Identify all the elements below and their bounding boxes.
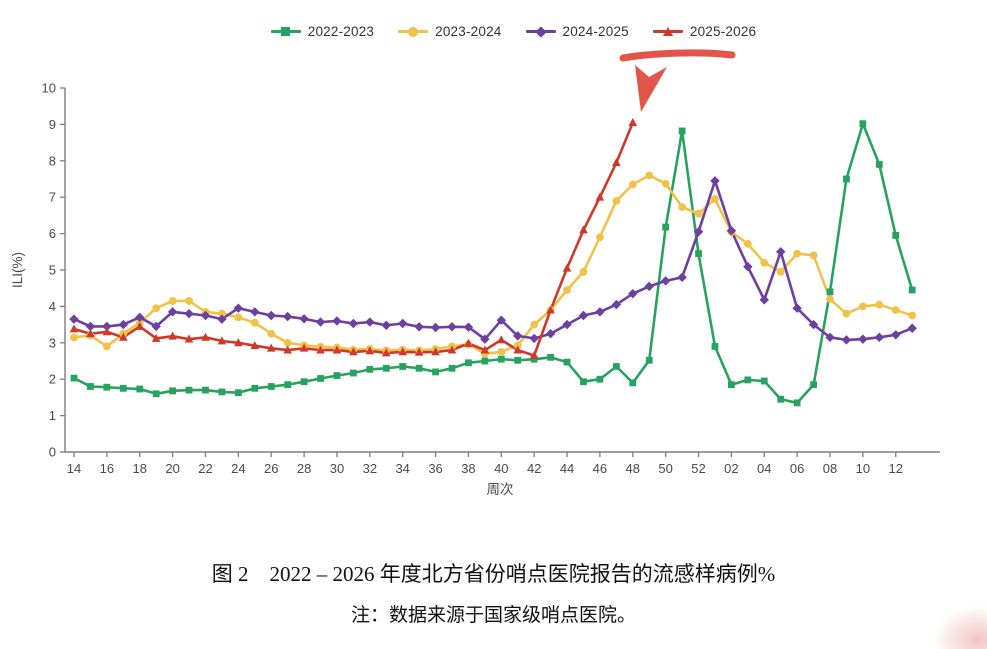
- legend-item-2025-2026: 2025-2026: [652, 24, 757, 39]
- svg-text:40: 40: [494, 461, 508, 476]
- svg-text:24: 24: [231, 461, 245, 476]
- svg-text:8: 8: [49, 153, 56, 168]
- svg-text:3: 3: [49, 335, 56, 350]
- svg-text:28: 28: [297, 461, 311, 476]
- svg-text:16: 16: [100, 461, 114, 476]
- svg-text:46: 46: [593, 461, 607, 476]
- svg-text:34: 34: [395, 461, 409, 476]
- legend-item-2022-2023: 2022-2023: [270, 24, 375, 39]
- svg-text:04: 04: [757, 461, 771, 476]
- legend-line: [398, 26, 429, 37]
- svg-text:32: 32: [363, 461, 377, 476]
- legend-item-2023-2024: 2023-2024: [398, 24, 501, 39]
- svg-text:02: 02: [724, 461, 738, 476]
- svg-text:22: 22: [198, 461, 212, 476]
- figure-note: 注：数据来源于国家级哨点医院。: [350, 605, 636, 626]
- svg-text:ILI(%): ILI(%): [10, 252, 25, 288]
- legend-line: [525, 25, 556, 38]
- svg-text:4: 4: [49, 299, 56, 314]
- svg-text:12: 12: [889, 461, 903, 476]
- chart-legend: 2022-2023 2023-2024 2024-2025 2025-2026: [40, 24, 987, 39]
- legend-label: 2023-2024: [435, 24, 502, 39]
- square-marker-icon: [281, 27, 291, 36]
- svg-text:14: 14: [67, 461, 81, 476]
- svg-text:5: 5: [49, 263, 56, 278]
- svg-text:18: 18: [133, 461, 147, 476]
- legend-line: [270, 27, 301, 36]
- svg-text:30: 30: [330, 461, 344, 476]
- legend-label: 2025-2026: [689, 24, 757, 39]
- svg-text:10: 10: [856, 461, 870, 476]
- figure-caption: 图 2 2022 – 2026 年度北方省份哨点医院报告的流感样病例%: [211, 562, 776, 586]
- circle-marker-icon: [408, 26, 419, 37]
- svg-text:48: 48: [626, 461, 640, 476]
- svg-text:9: 9: [49, 117, 56, 132]
- svg-text:0: 0: [49, 445, 56, 460]
- svg-text:06: 06: [790, 461, 804, 476]
- svg-text:52: 52: [691, 461, 705, 476]
- svg-text:08: 08: [823, 461, 837, 476]
- svg-text:周次: 周次: [487, 482, 514, 497]
- svg-text:1: 1: [49, 408, 56, 423]
- legend-line: [652, 27, 683, 36]
- svg-text:26: 26: [264, 461, 278, 476]
- svg-text:7: 7: [49, 190, 56, 205]
- svg-text:36: 36: [428, 461, 442, 476]
- svg-text:44: 44: [560, 461, 574, 476]
- legend-label: 2022-2023: [307, 24, 375, 39]
- red-pen-smudge: [929, 603, 987, 649]
- svg-text:42: 42: [527, 461, 541, 476]
- legend-label: 2024-2025: [562, 24, 629, 39]
- svg-text:50: 50: [658, 461, 672, 476]
- svg-text:6: 6: [49, 226, 56, 241]
- triangle-marker-icon: [662, 27, 673, 36]
- svg-text:2: 2: [49, 372, 56, 387]
- legend-item-2024-2025: 2024-2025: [525, 24, 629, 39]
- svg-text:38: 38: [461, 461, 475, 476]
- svg-text:10: 10: [42, 81, 56, 96]
- svg-text:20: 20: [165, 461, 179, 476]
